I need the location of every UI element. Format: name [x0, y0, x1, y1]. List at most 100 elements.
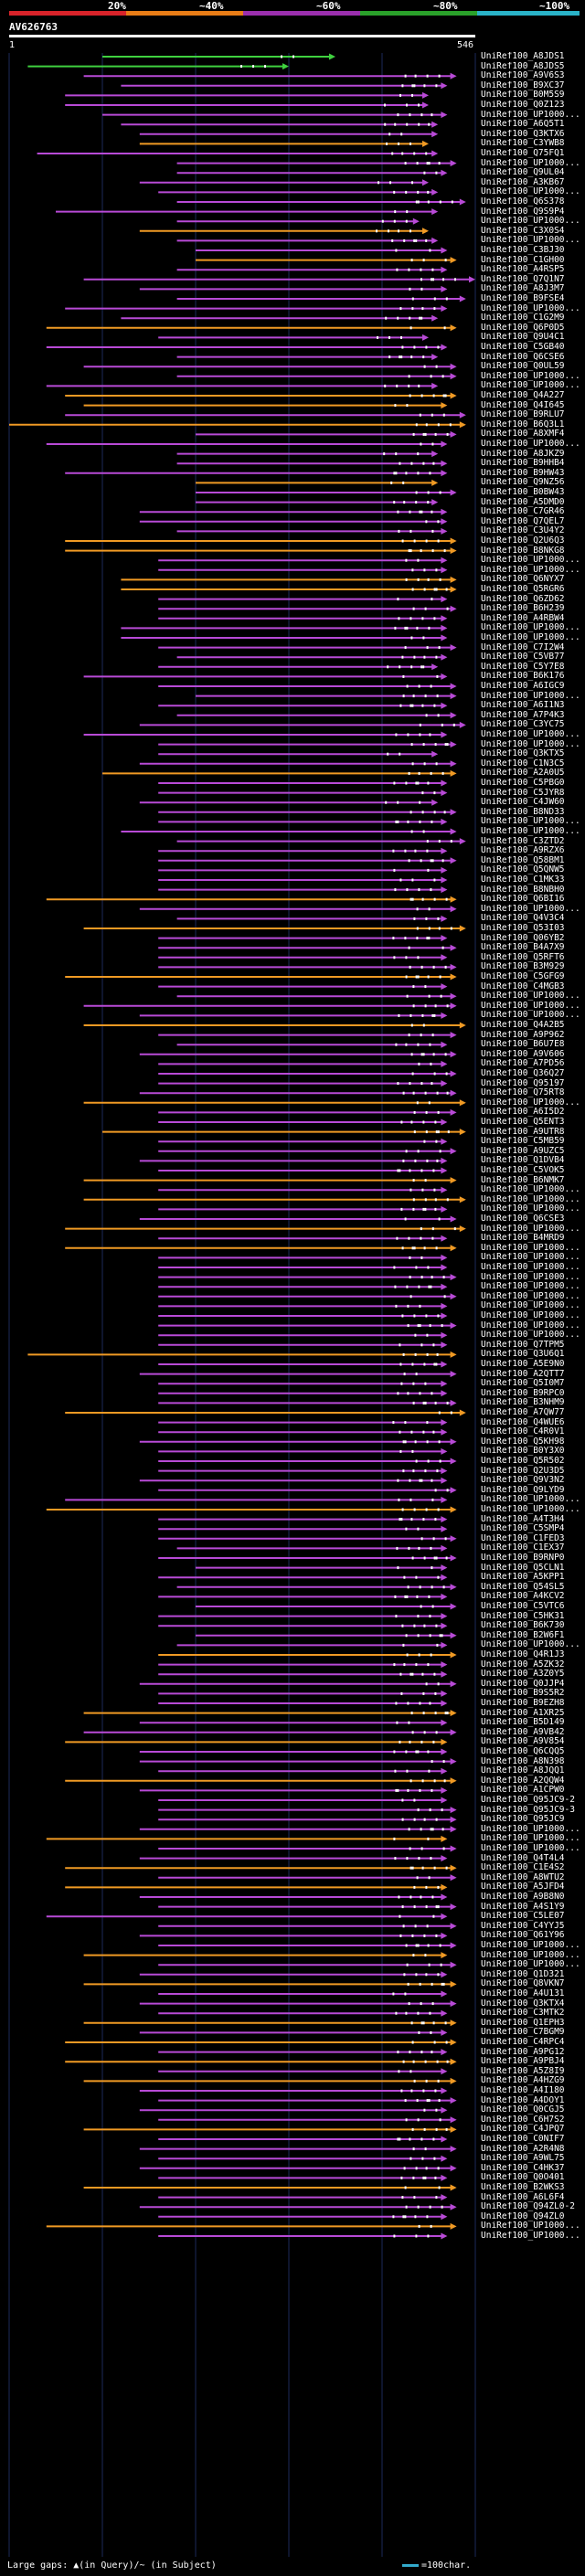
- hit-label[interactable]: UniRef100_Q3KTX4: [481, 1998, 565, 2009]
- hit-label[interactable]: UniRef100_A2R4N8: [481, 2144, 565, 2154]
- hit-label[interactable]: UniRef100_Q4R1J3: [481, 1650, 565, 1659]
- hit-label[interactable]: UniRef100_B3NHM9: [481, 1398, 565, 1408]
- hit-label[interactable]: UniRef100_A6IGC9: [481, 682, 565, 691]
- hit-label[interactable]: UniRef100_Q3U6Q1: [481, 1350, 565, 1360]
- hit-label[interactable]: UniRef100_A5KPP1: [481, 1573, 565, 1583]
- hit-label[interactable]: UniRef100_UP1000...: [481, 1311, 580, 1320]
- hit-label[interactable]: UniRef100_Q6CQQ5: [481, 1747, 565, 1756]
- hit-label[interactable]: UniRef100_UP1000...: [481, 1505, 580, 1514]
- hit-label[interactable]: UniRef100_UP1000...: [481, 1185, 580, 1195]
- hit-label[interactable]: UniRef100_A9V6S3: [481, 71, 565, 81]
- hit-label[interactable]: UniRef100_Q2U6Q3: [481, 536, 565, 546]
- hit-label[interactable]: UniRef100_Q9NZ56: [481, 478, 565, 488]
- hit-label[interactable]: UniRef100_C5VTC6: [481, 1602, 565, 1611]
- hit-label[interactable]: UniRef100_A9V606: [481, 1049, 565, 1059]
- hit-label[interactable]: UniRef100_Q4A2B5: [481, 1021, 565, 1030]
- hit-label[interactable]: UniRef100_A9P962: [481, 1030, 565, 1040]
- hit-label[interactable]: UniRef100_UP1000...: [481, 1224, 580, 1234]
- hit-label[interactable]: UniRef100_UP1000...: [481, 1960, 580, 1970]
- hit-label[interactable]: UniRef100_A4S1Y9: [481, 1902, 565, 1912]
- hit-label[interactable]: UniRef100_A1CPW0: [481, 1786, 565, 1796]
- hit-label[interactable]: UniRef100_Q5KH98: [481, 1436, 565, 1447]
- hit-label[interactable]: UniRef100_UP1000...: [481, 1640, 580, 1650]
- hit-label[interactable]: UniRef100_A5DMD0: [481, 497, 565, 507]
- hit-label[interactable]: UniRef100_Q2U3D5: [481, 1466, 565, 1476]
- hit-label[interactable]: UniRef100_UP1000...: [481, 2231, 580, 2241]
- hit-label[interactable]: UniRef100_B0Y3X0: [481, 1447, 565, 1457]
- hit-label[interactable]: UniRef100_B0BW43: [481, 488, 565, 497]
- hit-label[interactable]: UniRef100_C5MB59: [481, 1137, 565, 1147]
- hit-label[interactable]: UniRef100_A9V854: [481, 1737, 565, 1747]
- hit-label[interactable]: UniRef100_Q94ZL0: [481, 2211, 565, 2221]
- hit-label[interactable]: UniRef100_A5JFD4: [481, 1882, 565, 1892]
- hit-label[interactable]: UniRef100_Q9UL04: [481, 168, 565, 178]
- hit-label[interactable]: UniRef100_B0M5S9: [481, 90, 565, 101]
- hit-label[interactable]: UniRef100_A6L6F4: [481, 2192, 565, 2202]
- hit-label[interactable]: UniRef100_A6Q5T1: [481, 120, 565, 130]
- hit-label[interactable]: UniRef100_B6H239: [481, 604, 565, 614]
- hit-label[interactable]: UniRef100_B9RLU7: [481, 410, 565, 420]
- hit-label[interactable]: UniRef100_UP1000...: [481, 158, 580, 168]
- hit-label[interactable]: UniRef100_Q9V3N2: [481, 1476, 565, 1486]
- hit-label[interactable]: UniRef100_UP1000...: [481, 556, 580, 566]
- hit-label[interactable]: UniRef100_Q6CSE3: [481, 1214, 565, 1224]
- hit-label[interactable]: UniRef100_Q7TPM5: [481, 1340, 565, 1350]
- hit-label[interactable]: UniRef100_C5VB77: [481, 652, 565, 663]
- hit-label[interactable]: UniRef100_Q9S9P4: [481, 207, 565, 217]
- hit-label[interactable]: UniRef100_Q95JC9: [481, 1815, 565, 1825]
- hit-label[interactable]: UniRef100_C3BJ30: [481, 246, 565, 255]
- hit-label[interactable]: UniRef100_A4I180: [481, 2086, 565, 2095]
- hit-label[interactable]: UniRef100_C4HK37: [481, 2163, 565, 2173]
- hit-label[interactable]: UniRef100_A8JQQ1: [481, 1766, 565, 1776]
- hit-label[interactable]: UniRef100_C1MK33: [481, 875, 565, 885]
- hit-label[interactable]: UniRef100_UP1000...: [481, 1194, 580, 1204]
- hit-label[interactable]: UniRef100_C5GB40: [481, 343, 565, 352]
- hit-label[interactable]: UniRef100_Q61Y96: [481, 1931, 565, 1941]
- hit-label[interactable]: UniRef100_UP1000...: [481, 633, 580, 642]
- hit-label[interactable]: UniRef100_Q6CSE6: [481, 352, 565, 362]
- hit-label[interactable]: UniRef100_A6I5D2: [481, 1108, 565, 1118]
- hit-label[interactable]: UniRef100_UP1000...: [481, 817, 580, 827]
- hit-label[interactable]: UniRef100_Q5R502: [481, 1457, 565, 1466]
- hit-label[interactable]: UniRef100_C4RPC4: [481, 2038, 565, 2047]
- hit-label[interactable]: UniRef100_B6Q3L1: [481, 419, 565, 429]
- hit-label[interactable]: UniRef100_Q95197: [481, 1078, 565, 1088]
- hit-label[interactable]: UniRef100_A8WTU2: [481, 1872, 565, 1882]
- hit-label[interactable]: UniRef100_A3KB67: [481, 177, 565, 187]
- hit-label[interactable]: UniRef100_C6H7S2: [481, 2115, 565, 2125]
- hit-label[interactable]: UniRef100_A4KCV2: [481, 1592, 565, 1602]
- hit-label[interactable]: UniRef100_B6U7E8: [481, 1040, 565, 1050]
- hit-label[interactable]: UniRef100_UP1000...: [481, 1320, 580, 1330]
- hit-label[interactable]: UniRef100_C3U4Y2: [481, 526, 565, 536]
- hit-label[interactable]: UniRef100_A5ZK32: [481, 1659, 565, 1670]
- hit-label[interactable]: UniRef100_Q0O401: [481, 2173, 565, 2183]
- hit-label[interactable]: UniRef100_A8N398: [481, 1756, 565, 1766]
- hit-label[interactable]: UniRef100_A7P4K3: [481, 710, 565, 720]
- hit-label[interactable]: UniRef100_C5HK31: [481, 1611, 565, 1621]
- hit-label[interactable]: UniRef100_Q1EPH3: [481, 2018, 565, 2028]
- hit-label[interactable]: UniRef100_B5D149: [481, 1718, 565, 1728]
- hit-label[interactable]: UniRef100_Q4T4L4: [481, 1853, 565, 1863]
- hit-label[interactable]: UniRef100_UP1000...: [481, 991, 580, 1002]
- hit-label[interactable]: UniRef100_A9UTR8: [481, 1127, 565, 1137]
- hit-label[interactable]: UniRef100_Q5QNW5: [481, 865, 565, 875]
- hit-label[interactable]: UniRef100_A2A0U5: [481, 769, 565, 779]
- hit-label[interactable]: UniRef100_Q3KTX6: [481, 129, 565, 139]
- hit-label[interactable]: UniRef100_A9PBJ4: [481, 2057, 565, 2067]
- hit-label[interactable]: UniRef100_B3M929: [481, 962, 565, 972]
- hit-label[interactable]: UniRef100_B9S5R2: [481, 1689, 565, 1699]
- hit-label[interactable]: UniRef100_A1XR25: [481, 1708, 565, 1718]
- hit-label[interactable]: UniRef100_B4MRD9: [481, 1234, 565, 1244]
- hit-label[interactable]: UniRef100_Q75FQ1: [481, 149, 565, 158]
- hit-label[interactable]: UniRef100_UP1000...: [481, 110, 580, 120]
- hit-label[interactable]: UniRef100_C1FED3: [481, 1533, 565, 1543]
- hit-label[interactable]: UniRef100_UP1000...: [481, 187, 580, 197]
- hit-label[interactable]: UniRef100_C1GH00: [481, 255, 565, 265]
- hit-label[interactable]: UniRef100_Q6NYX7: [481, 575, 565, 585]
- hit-label[interactable]: UniRef100_C5JYR8: [481, 788, 565, 798]
- hit-label[interactable]: UniRef100_B9HW43: [481, 468, 565, 478]
- hit-label[interactable]: UniRef100_C3YC75: [481, 720, 565, 730]
- hit-label[interactable]: UniRef100_A8J3M7: [481, 284, 565, 294]
- hit-label[interactable]: UniRef100_Q4I645: [481, 400, 565, 410]
- hit-label[interactable]: UniRef100_B9RNP0: [481, 1553, 565, 1563]
